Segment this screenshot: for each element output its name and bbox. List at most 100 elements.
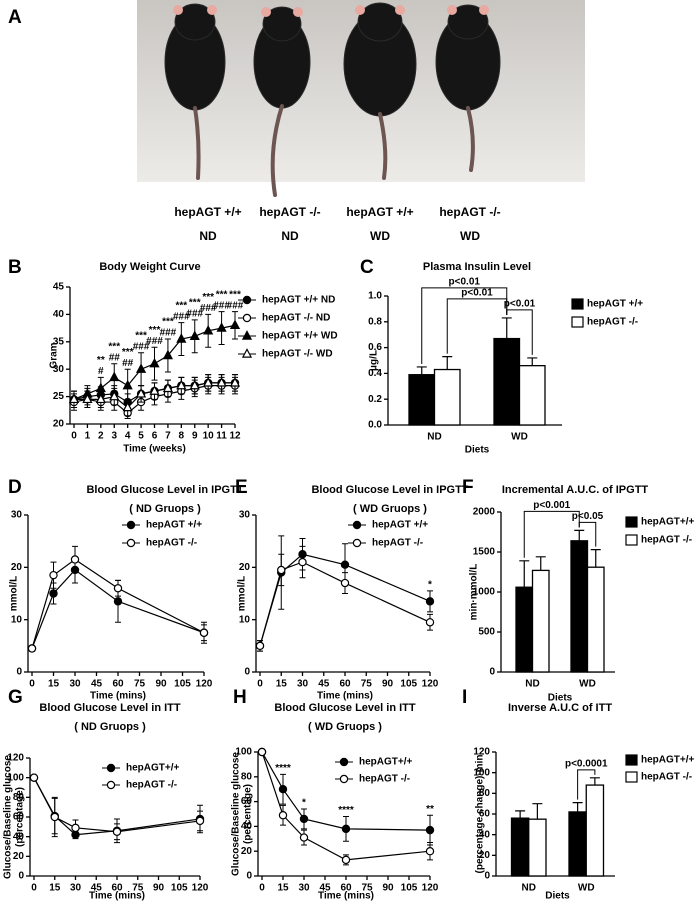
- legend-marker: [106, 763, 116, 773]
- legend-label: hepAGT+/+: [359, 757, 413, 768]
- y-tick-label: 40: [241, 821, 253, 832]
- x-tick-label: 105: [174, 679, 191, 690]
- legend-label: hepAGT -/- WD: [262, 349, 333, 360]
- x-tick-label: 45: [318, 679, 330, 690]
- bar: [493, 337, 521, 426]
- marker: [216, 322, 227, 332]
- comparison-bracket: [577, 769, 596, 800]
- y-tick-label: 20: [239, 562, 251, 573]
- p-value-label: p<0.01: [449, 277, 481, 288]
- comparison-bracket: [506, 309, 533, 355]
- significance-label: ###: [213, 300, 230, 311]
- x-tick-label: 1: [85, 431, 91, 442]
- y-tick-label: 60: [241, 796, 253, 807]
- x-tick-label: 60: [111, 883, 123, 894]
- bar: [408, 374, 436, 426]
- x-axis-label: Time (mins): [90, 691, 146, 702]
- legend-label: hepAGT -/-: [146, 538, 197, 549]
- marker: [277, 565, 286, 575]
- x-tick-label: WD: [511, 432, 528, 443]
- significance-label: ****: [338, 805, 354, 816]
- x-tick-label: WD: [578, 883, 595, 894]
- marker: [149, 357, 160, 368]
- x-tick-label: 30: [297, 679, 309, 690]
- legend-marker: [339, 774, 349, 784]
- legend-marker: [242, 313, 252, 323]
- marker: [203, 377, 214, 387]
- marker: [257, 747, 267, 757]
- marker: [109, 371, 120, 382]
- y-tick-label: 20: [479, 850, 491, 861]
- bar: [518, 365, 546, 426]
- y-axis-label: μg/L: [369, 350, 380, 371]
- legend-marker: [126, 520, 136, 530]
- y-tick-label: 0.4: [368, 368, 382, 379]
- error-bar: [572, 802, 583, 812]
- marker: [135, 387, 147, 398]
- y-axis-label: mmol/L: [9, 576, 20, 612]
- marker: [95, 393, 106, 404]
- marker: [176, 379, 187, 390]
- error-bar: [519, 560, 530, 588]
- chart-subtitle: ( ND Gruops ): [74, 721, 146, 733]
- x-axis-label: Diets: [548, 693, 573, 704]
- marker: [255, 641, 265, 651]
- caption: ND: [281, 229, 299, 243]
- x-tick-label: 105: [401, 883, 418, 894]
- chart-title: Blood Glucose Level in IPGTT: [86, 484, 243, 496]
- y-tick-label: 0: [489, 667, 495, 678]
- marker: [149, 385, 160, 395]
- marker: [82, 393, 93, 404]
- panel-label: A: [8, 7, 22, 28]
- y-tick-label: 25: [53, 391, 65, 402]
- x-tick-label: ND: [525, 679, 539, 690]
- marker: [176, 333, 187, 343]
- marker: [299, 833, 309, 842]
- x-axis-label: Time (mins): [318, 891, 374, 901]
- x-tick-label: 105: [400, 679, 417, 690]
- legend-marker: [126, 538, 136, 548]
- y-tick-label: 10: [11, 614, 23, 625]
- chart-title: Blood Glucose Level in ITT: [274, 702, 415, 714]
- x-tick-label: 45: [91, 883, 103, 894]
- x-tick-label: 90: [153, 883, 165, 894]
- y-axis-label: (percentage): [243, 784, 254, 844]
- significance-label: ###: [146, 336, 163, 347]
- significance-label: *: [302, 798, 306, 809]
- marker: [425, 597, 435, 606]
- legend-swatch: [571, 316, 584, 328]
- y-tick-label: 10: [239, 614, 251, 625]
- marker: [216, 377, 227, 387]
- y-tick-label: 80: [479, 788, 491, 799]
- x-tick-label: ND: [522, 883, 536, 894]
- x-tick-label: WD: [579, 679, 596, 690]
- marker: [298, 557, 307, 567]
- x-tick-label: 3: [111, 431, 117, 442]
- y-axis-label: (percentage): [15, 787, 26, 847]
- panel-label: H: [233, 687, 247, 708]
- y-tick-label: 0.2: [368, 394, 382, 405]
- x-tick-label: 75: [134, 679, 146, 690]
- significance-label: ****: [275, 763, 291, 774]
- x-tick-label: 120: [196, 679, 213, 690]
- y-tick-label: 80: [241, 771, 253, 782]
- y-tick-label: 100: [235, 747, 252, 758]
- x-axis-label: Time (mins): [317, 691, 373, 702]
- y-tick-label: 1500: [473, 547, 496, 558]
- legend-swatch: [625, 516, 638, 528]
- marker: [113, 597, 123, 606]
- legend-label: hepAGT+/+: [641, 755, 695, 766]
- bar: [586, 566, 605, 673]
- significance-label: ###: [227, 300, 244, 311]
- x-tick-label: 60: [112, 679, 124, 690]
- x-tick-label: 5: [138, 431, 144, 442]
- marker: [189, 379, 200, 390]
- marker: [340, 578, 350, 588]
- panel-label: I: [462, 687, 467, 708]
- marker: [71, 823, 80, 833]
- y-tick-label: 60: [479, 809, 491, 820]
- x-tick-label: 45: [319, 883, 331, 894]
- x-tick-label: 10: [203, 431, 215, 442]
- y-axis-label: (percentage change)·min: [475, 755, 486, 874]
